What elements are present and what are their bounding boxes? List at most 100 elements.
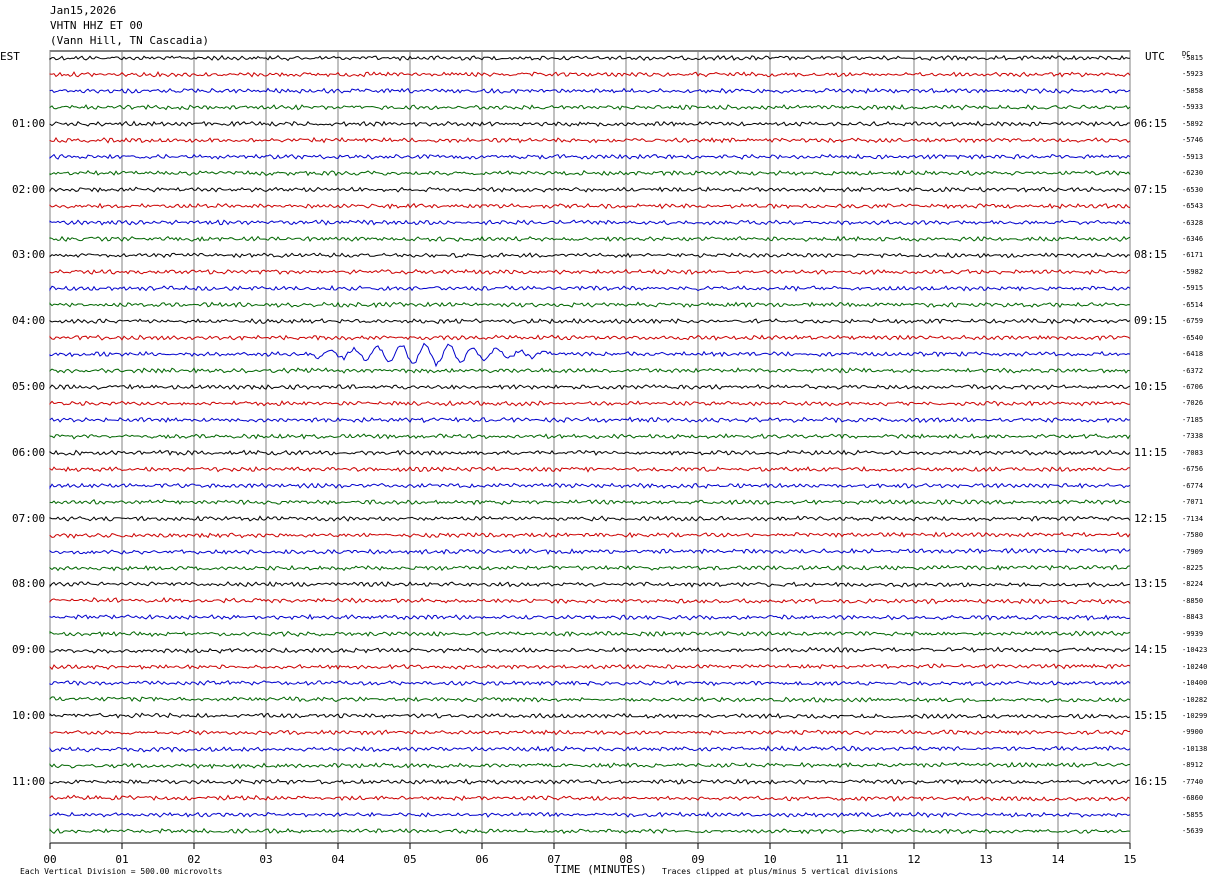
- dc-value: -7740: [1182, 777, 1204, 786]
- dc-value: -7338: [1182, 432, 1204, 441]
- seismic-trace: [49, 547, 1131, 555]
- dc-value: -6171: [1182, 251, 1204, 260]
- dc-value: -8843: [1182, 613, 1204, 622]
- utc-hour-label: 06:15: [1134, 116, 1168, 130]
- est-hour-label: 07:00: [12, 511, 46, 525]
- seismic-trace: [49, 169, 1131, 177]
- utc-hour-label: 09:15: [1134, 314, 1168, 328]
- header-date: Jan15,2026: [50, 4, 117, 17]
- seismic-trace: [49, 679, 1131, 687]
- seismic-trace: [49, 630, 1131, 638]
- seismic-trace: [49, 581, 1131, 588]
- seismic-trace: [49, 466, 1131, 473]
- dc-value: -6328: [1182, 218, 1204, 227]
- x-tick-label: 12: [907, 853, 921, 866]
- scale-note: Each Vertical Division = 500.00 microvol…: [20, 867, 223, 876]
- seismic-trace: [49, 761, 1131, 770]
- header-channel: VHTN HHZ ET 00: [50, 19, 143, 32]
- seismic-trace: [49, 219, 1131, 226]
- dc-value: -5982: [1182, 267, 1204, 276]
- est-hour-label: 08:00: [12, 577, 46, 591]
- seismic-trace: [49, 400, 1131, 407]
- x-tick-label: 13: [979, 853, 993, 866]
- seismic-trace: [49, 104, 1131, 111]
- dc-value: -5858: [1182, 86, 1204, 95]
- seismic-trace: [49, 202, 1131, 210]
- x-tick-label: 01: [115, 853, 129, 866]
- x-tick-label: 15: [1123, 853, 1137, 866]
- est-hour-label: 03:00: [12, 248, 46, 262]
- dc-value: -5815: [1182, 54, 1204, 62]
- dc-value: -5855: [1182, 810, 1204, 819]
- x-tick-label: 14: [1051, 853, 1065, 866]
- dc-value: -7185: [1182, 415, 1204, 424]
- clip-note: Traces clipped at plus/minus 5 vertical …: [662, 867, 899, 876]
- plot-frame: [49, 50, 1131, 844]
- dc-value: -5639: [1182, 827, 1204, 836]
- dc-value: -7083: [1182, 448, 1204, 457]
- dc-label: DC: [1182, 50, 1191, 58]
- dc-value: -6774: [1182, 481, 1204, 490]
- dc-value: -6860: [1182, 794, 1204, 803]
- dc-value: -7580: [1182, 531, 1204, 540]
- est-hour-label: 06:00: [12, 445, 46, 459]
- seismic-trace: [49, 252, 1131, 259]
- est-hour-label: 05:00: [12, 380, 46, 393]
- dc-value: -6514: [1182, 300, 1204, 309]
- seismic-trace: [49, 663, 1131, 671]
- dc-value: -5923: [1182, 70, 1204, 79]
- utc-hour-label: 10:15: [1134, 380, 1168, 393]
- dc-value: -9939: [1182, 629, 1204, 638]
- seismic-trace: [49, 367, 1131, 374]
- seismic-trace: [49, 153, 1131, 160]
- dc-value: -10423: [1182, 646, 1208, 655]
- seismic-trace: [49, 235, 1131, 243]
- utc-hour-label: 13:15: [1134, 577, 1168, 591]
- dc-value: -6759: [1182, 317, 1204, 326]
- x-tick-label: 05: [403, 853, 417, 866]
- utc-hour-label: 15:15: [1134, 709, 1168, 722]
- dc-value: -8912: [1182, 761, 1204, 770]
- seismic-trace: [49, 646, 1131, 654]
- dc-value: -8224: [1182, 580, 1204, 589]
- seismic-trace: [49, 383, 1131, 391]
- seismic-trace: [49, 285, 1131, 292]
- x-tick-label: 04: [331, 853, 345, 866]
- est-hour-label: 09:00: [12, 643, 46, 657]
- dc-value: -6346: [1182, 234, 1204, 243]
- dc-value: -5933: [1182, 103, 1204, 112]
- seismic-trace: [49, 268, 1131, 276]
- utc-hour-label: 12:15: [1134, 511, 1168, 525]
- x-tick-label: 09: [691, 853, 705, 866]
- seismic-trace: [49, 564, 1131, 572]
- est-hour-label: 10:00: [12, 709, 46, 722]
- dc-value: -5892: [1182, 119, 1204, 128]
- utc-hour-label: 08:15: [1134, 248, 1168, 262]
- seismic-trace: [49, 301, 1131, 309]
- est-hour-label: 01:00: [12, 116, 46, 130]
- dc-value: -6418: [1182, 350, 1204, 359]
- seismic-trace: [49, 317, 1131, 325]
- seismic-trace: [49, 334, 1131, 342]
- dc-value: -10282: [1182, 695, 1208, 704]
- seismic-trace: [49, 449, 1131, 456]
- seismic-trace: [49, 70, 1131, 78]
- est-hour-label: 11:00: [12, 774, 46, 788]
- dc-value: -7909: [1182, 547, 1204, 556]
- dc-value: -6756: [1182, 465, 1204, 474]
- dc-value: -5915: [1182, 284, 1204, 293]
- seismic-trace: [49, 54, 1131, 62]
- utc-hour-label: 11:15: [1134, 445, 1168, 459]
- seismic-trace: [49, 87, 1131, 95]
- dc-value: -6540: [1182, 333, 1204, 342]
- seismic-trace: [49, 778, 1131, 786]
- dc-value: -6543: [1182, 202, 1204, 211]
- dc-value: -6230: [1182, 169, 1204, 178]
- seismic-trace: [49, 433, 1131, 440]
- seismic-trace: [49, 597, 1131, 605]
- header-station: (Vann Hill, TN Cascadia): [50, 34, 209, 47]
- seismic-trace: [49, 498, 1131, 506]
- seismic-trace: [49, 729, 1131, 736]
- utc-hour-label: 14:15: [1134, 643, 1168, 657]
